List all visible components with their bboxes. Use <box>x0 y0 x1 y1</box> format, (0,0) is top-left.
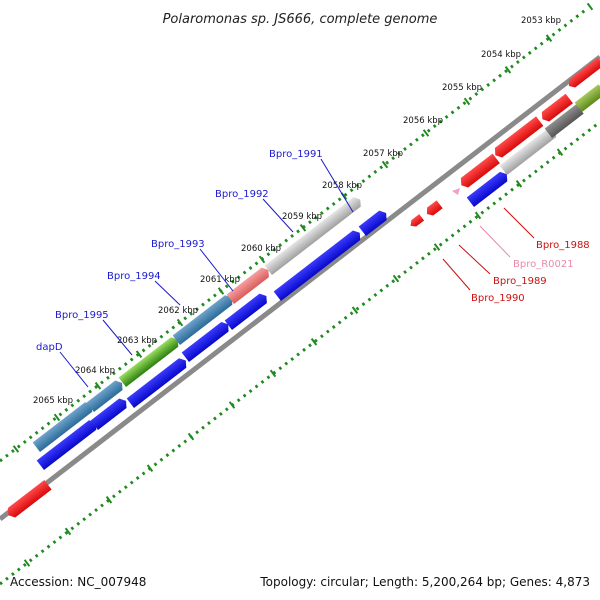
tick-mark <box>504 65 512 74</box>
gene-inner-7[interactable] <box>358 208 390 236</box>
label-bpro-1993[interactable]: Bpro_1993 <box>151 239 205 250</box>
tick-mark <box>381 160 389 169</box>
scale-label-2061: 2061 kbp <box>200 275 240 285</box>
scale-label-2064: 2064 kbp <box>75 366 115 376</box>
tick-mark <box>351 306 359 314</box>
outer-tick-marks <box>12 2 594 453</box>
gene-red-lower-left[interactable] <box>5 479 52 520</box>
tick-mark <box>94 382 102 390</box>
outer-scale-line <box>0 6 589 463</box>
gene-bpro-1994[interactable] <box>118 335 182 387</box>
tick-mark <box>545 34 553 43</box>
gene-gray-upper[interactable] <box>499 125 560 175</box>
tick-mark <box>422 129 430 137</box>
scale-label-2062: 2062 kbp <box>158 306 198 316</box>
accession-text: Accession: NC_007948 <box>10 575 146 589</box>
gene-inner-5[interactable] <box>224 291 270 330</box>
leader-bpro-1988 <box>503 207 535 239</box>
tick-mark <box>515 180 523 188</box>
tick-mark <box>392 274 400 283</box>
scale-label-2060: 2060 kbp <box>241 244 281 254</box>
scale-label-2059: 2059 kbp <box>282 212 322 222</box>
tick-mark <box>105 496 113 504</box>
scale-label-2063: 2063 kbp <box>117 336 157 346</box>
tick-mark <box>463 97 471 106</box>
label-bpro-1995[interactable]: Bpro_1995 <box>55 310 109 321</box>
leader-bpro-1991 <box>320 158 354 213</box>
tick-mark <box>53 413 61 422</box>
leader-bpro-r0021 <box>479 225 511 258</box>
tick-mark <box>299 224 307 232</box>
gene-bpro-1990[interactable] <box>408 214 425 229</box>
map-title: Polaromonas sp. JS666, complete genome <box>163 12 438 27</box>
leader-bpro-1989 <box>458 244 491 275</box>
tick-mark <box>586 2 594 11</box>
gene-bpro-r0021[interactable] <box>452 188 460 195</box>
gene-inner-1[interactable] <box>36 418 100 470</box>
label-bpro-1990[interactable]: Bpro_1990 <box>471 293 525 304</box>
gene-red-upper-3[interactable] <box>566 57 600 90</box>
scale-label-2054: 2054 kbp <box>481 50 521 60</box>
leader-bpro-1994 <box>154 280 181 306</box>
gene-inner-4[interactable] <box>181 320 232 362</box>
scale-label-2056: 2056 kbp <box>403 116 443 126</box>
label-bpro-1994[interactable]: Bpro_1994 <box>107 271 161 282</box>
gene-bpro-1988[interactable] <box>458 153 500 190</box>
gene-olive-upper[interactable] <box>574 84 600 112</box>
inner-scale-line <box>0 120 600 586</box>
gene-inner-3[interactable] <box>126 356 190 408</box>
tick-mark <box>12 445 20 453</box>
leader-bpro-1990 <box>442 258 471 291</box>
scale-label-2057: 2057 kbp <box>363 149 403 159</box>
label-bpro-r0021[interactable]: Bpro_R0021 <box>513 259 574 270</box>
tick-mark <box>474 211 482 220</box>
genome-backbone <box>0 55 600 521</box>
tick-mark <box>187 432 195 441</box>
tick-mark <box>217 287 225 295</box>
gene-inner-2[interactable] <box>90 396 130 430</box>
gene-inner-6[interactable] <box>273 228 364 301</box>
tick-mark <box>23 559 31 567</box>
label-bpro-1992[interactable]: Bpro_1992 <box>215 189 269 200</box>
inner-tick-marks <box>23 148 564 567</box>
leader-bpro-1992 <box>262 198 294 233</box>
tick-mark <box>310 338 318 346</box>
scale-label-2058: 2058 kbp <box>322 181 362 191</box>
leader-bpro-1993 <box>199 248 234 292</box>
genome-summary-text: Topology: circular; Length: 5,200,264 bp… <box>259 575 590 589</box>
gene-dapd[interactable] <box>32 400 96 452</box>
gene-red-upper-2[interactable] <box>539 93 573 124</box>
tick-mark <box>269 369 277 378</box>
gene-bpro-1993[interactable] <box>172 293 236 345</box>
label-bpro-1989[interactable]: Bpro_1989 <box>493 276 547 287</box>
gene-bpro-1992[interactable] <box>226 265 272 304</box>
leader-dapd <box>59 351 89 388</box>
label-dapd[interactable]: dapD <box>36 342 63 353</box>
tick-mark <box>258 255 266 264</box>
tick-mark <box>433 243 441 251</box>
gene-inner-8[interactable] <box>466 169 511 207</box>
scale-label-2055: 2055 kbp <box>442 83 482 93</box>
tick-mark <box>176 318 184 327</box>
tick-mark <box>556 148 564 156</box>
label-bpro-1988[interactable]: Bpro_1988 <box>536 240 590 251</box>
gene-darkgray-upper[interactable] <box>544 104 584 138</box>
tick-mark <box>146 464 154 472</box>
scale-label-2053: 2053 kbp <box>521 16 561 26</box>
leader-bpro-1995 <box>102 319 133 356</box>
gene-bpro-1991[interactable] <box>264 195 364 275</box>
tick-mark <box>135 350 143 358</box>
gene-bpro-1989[interactable] <box>424 200 443 218</box>
tick-mark <box>228 401 236 409</box>
scale-label-2065: 2065 kbp <box>33 396 73 406</box>
gene-red-upper-1[interactable] <box>492 116 544 160</box>
label-bpro-1991[interactable]: Bpro_1991 <box>269 149 323 160</box>
gene-bpro-1995[interactable] <box>86 378 126 412</box>
tick-mark <box>64 527 72 536</box>
